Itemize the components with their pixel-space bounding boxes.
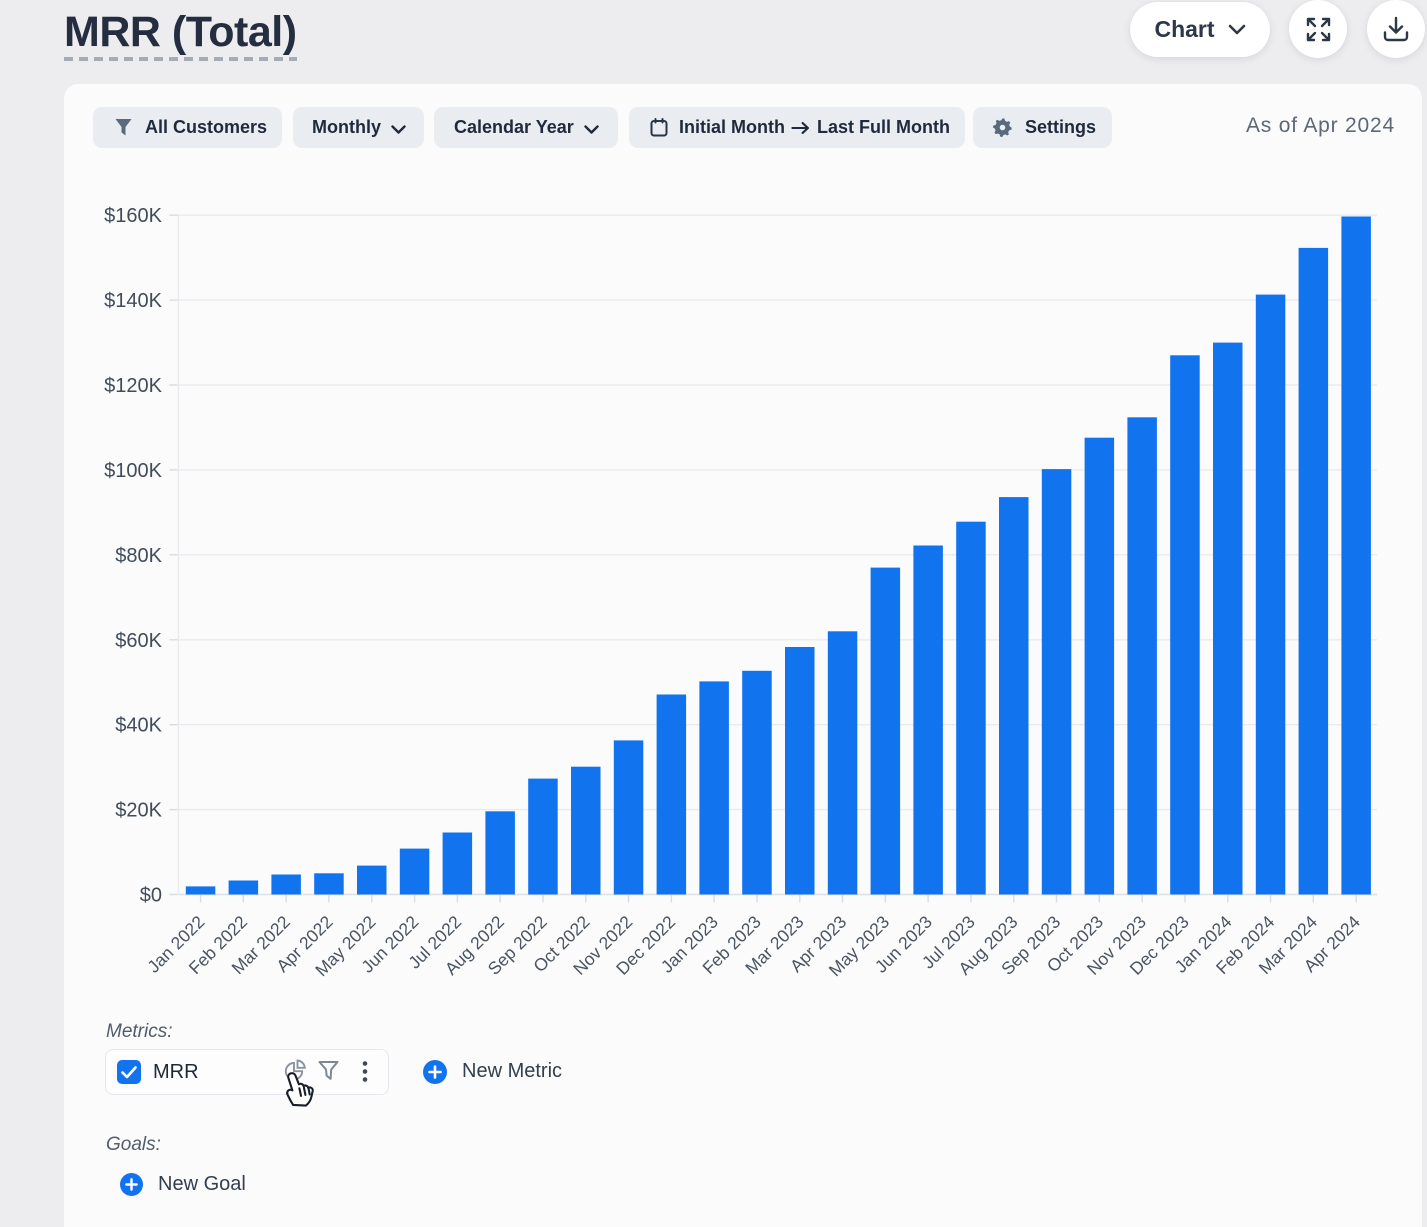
svg-text:$80K: $80K xyxy=(115,545,162,567)
svg-text:$20K: $20K xyxy=(115,800,162,822)
svg-text:$140K: $140K xyxy=(104,290,162,312)
svg-text:$40K: $40K xyxy=(115,715,162,737)
svg-text:$160K: $160K xyxy=(104,205,162,227)
svg-text:$100K: $100K xyxy=(104,460,162,482)
svg-text:$120K: $120K xyxy=(104,375,162,397)
svg-text:$0: $0 xyxy=(140,885,162,907)
svg-text:$60K: $60K xyxy=(115,630,162,652)
